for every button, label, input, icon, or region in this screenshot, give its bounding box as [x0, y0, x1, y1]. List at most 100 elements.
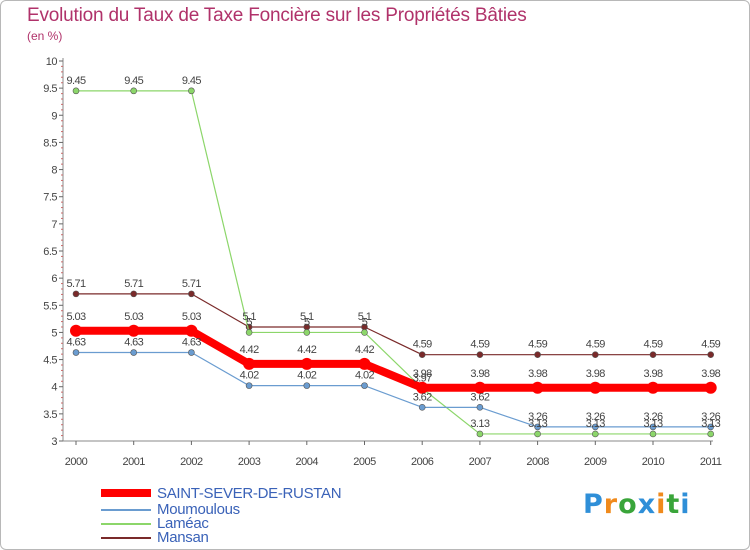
data-point: [591, 351, 599, 358]
data-label: 5.03: [182, 311, 201, 323]
y-tick-label: 5.5: [43, 300, 57, 312]
data-label: 5.71: [182, 278, 201, 290]
x-tick-label: 2010: [642, 456, 665, 468]
data-point: [476, 404, 484, 411]
data-point: [707, 351, 715, 358]
data-label: 5.1: [358, 311, 372, 323]
data-point: [358, 357, 371, 370]
data-label: 3.62: [413, 391, 432, 403]
data-label: 4.59: [470, 339, 489, 351]
data-label: 3.13: [701, 418, 720, 430]
logo-letter: r: [603, 489, 619, 520]
legend-label: Mansan: [157, 529, 209, 546]
data-label: 4.59: [701, 339, 720, 351]
x-tick-label: 2008: [526, 456, 549, 468]
data-label: 3.62: [470, 391, 489, 403]
y-tick-label: 6: [51, 273, 57, 285]
data-point: [418, 404, 426, 411]
data-label: 5.1: [300, 311, 314, 323]
data-point: [245, 329, 253, 336]
data-label: 9.45: [124, 75, 143, 87]
data-label: 3.98: [413, 368, 432, 380]
data-label: 5.71: [66, 278, 85, 290]
legend-label: Laméac: [157, 515, 209, 532]
data-label: 4.63: [66, 337, 85, 349]
y-tick-label: 3: [51, 436, 57, 448]
data-point: [534, 423, 541, 431]
y-tick-label: 4: [51, 382, 57, 394]
data-point: [589, 381, 602, 394]
data-label: 3.13: [528, 418, 547, 430]
y-tick-label: 9: [51, 110, 57, 122]
data-label: 4.59: [528, 339, 547, 351]
data-label: 3.26: [586, 411, 605, 423]
x-tick-label: 2009: [584, 456, 607, 468]
data-point: [130, 87, 137, 95]
chart-title: Evolution du Taux de Taxe Foncière sur l…: [27, 5, 527, 26]
legend-item-saint-sever: SAINT-SEVER-DE-RUSTAN: [101, 485, 401, 502]
data-point: [476, 351, 484, 358]
data-label: 4.59: [643, 339, 662, 351]
data-label: 5: [304, 316, 310, 328]
legend-label: SAINT-SEVER-DE-RUSTAN: [157, 485, 342, 502]
data-point: [647, 381, 659, 394]
legend-swatch: [101, 537, 151, 539]
legend-item-mansan: Mansan: [101, 529, 401, 546]
data-label: 3.98: [528, 368, 547, 380]
x-tick-label: 2007: [469, 456, 492, 468]
data-point: [72, 290, 80, 298]
data-point: [300, 357, 313, 370]
series-line-0: [76, 293, 711, 356]
y-tick-label: 8: [51, 165, 57, 177]
data-label: 3.26: [701, 411, 720, 423]
x-tick-label: 2006: [411, 456, 434, 468]
logo-letter: i: [680, 489, 691, 520]
data-point: [707, 423, 715, 431]
data-label: 4.63: [124, 337, 143, 349]
data-label: 3.98: [643, 368, 662, 380]
data-point: [649, 423, 657, 431]
data-point: [591, 423, 599, 431]
logo-letter: P: [583, 489, 604, 520]
x-tick-label: 2005: [353, 456, 376, 468]
data-point: [476, 430, 484, 438]
data-label: 9.45: [66, 75, 85, 87]
data-point: [127, 324, 140, 337]
data-label: 4.02: [355, 370, 374, 382]
data-point: [416, 381, 429, 394]
data-label: 4.42: [240, 344, 259, 356]
logo-letter: o: [618, 489, 638, 520]
y-tick-label: 9.5: [43, 83, 57, 95]
data-label: 3.98: [701, 368, 720, 380]
x-tick-label: 2003: [238, 456, 261, 468]
data-label: 4.63: [182, 337, 201, 349]
data-label: 3.13: [470, 418, 489, 430]
series-line-3: [76, 326, 711, 392]
data-label: 5.71: [124, 278, 143, 290]
data-label: 4.59: [413, 339, 432, 351]
data-label: 3.98: [470, 368, 489, 380]
series-line-2: [76, 351, 711, 428]
data-point: [418, 351, 426, 358]
data-point: [72, 349, 80, 356]
data-label: 3.97: [413, 372, 432, 384]
legend-item-lameac: Laméac: [101, 515, 401, 532]
data-label: 3.13: [586, 418, 605, 430]
data-point: [649, 351, 657, 358]
data-point: [534, 430, 541, 438]
x-tick-label: 2001: [122, 456, 145, 468]
data-label: 5.03: [124, 311, 143, 323]
data-label: 5.1: [242, 311, 256, 323]
data-label: 4.42: [297, 344, 316, 356]
data-point: [188, 349, 195, 356]
data-label: 3.98: [586, 368, 605, 380]
data-label: 3.26: [528, 411, 547, 423]
y-tick-label: 7.5: [43, 192, 57, 204]
x-tick-label: 2000: [65, 456, 88, 468]
y-tick-label: 5: [51, 327, 57, 339]
data-point: [534, 351, 541, 358]
logo-letter: t: [666, 489, 681, 520]
y-tick-label: 6.5: [43, 246, 57, 258]
chart-unit-label: (en %): [27, 29, 63, 43]
